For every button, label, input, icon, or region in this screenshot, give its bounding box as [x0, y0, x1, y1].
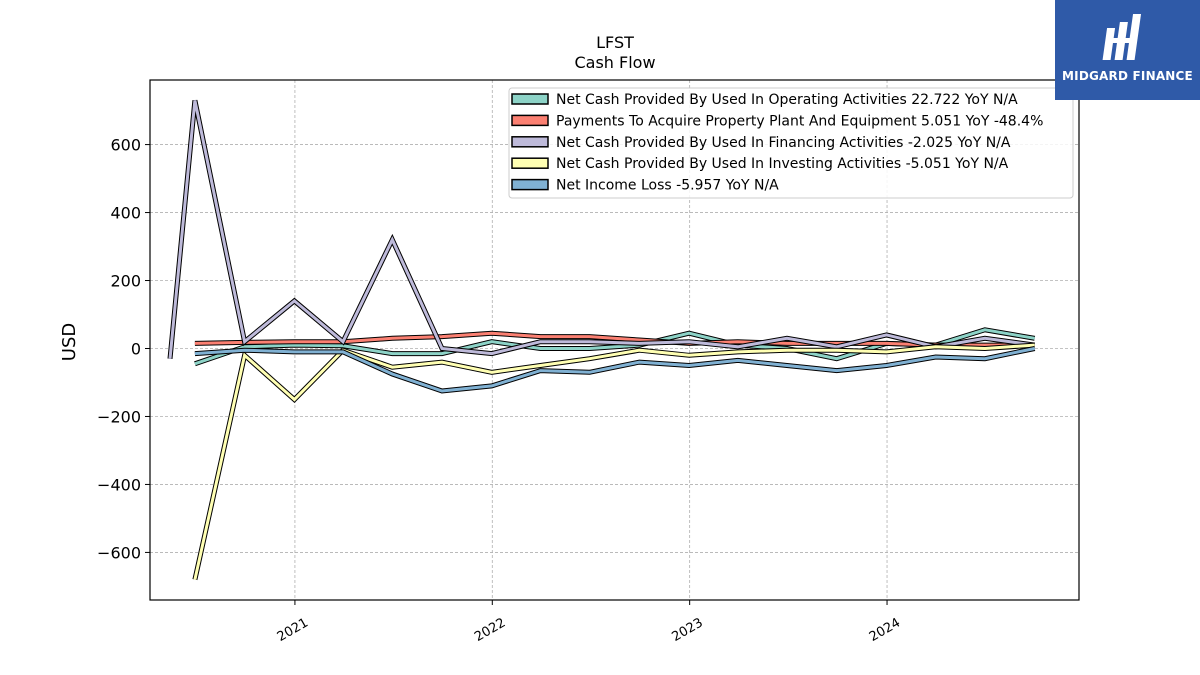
- series-line-0: [194, 328, 1035, 366]
- logo-text: MIDGARD FINANCE: [1062, 69, 1193, 83]
- y-tick-label: 400: [110, 204, 141, 223]
- y-tick-label: −600: [97, 543, 141, 562]
- chart-subtitle: Cash Flow: [574, 53, 655, 72]
- legend-frame: [508, 87, 1074, 199]
- y-tick-label: 0: [131, 339, 141, 358]
- plot-frame: [149, 79, 1080, 601]
- series-lines: [167, 99, 1036, 581]
- legend: Net Cash Provided By Used In Operating A…: [508, 87, 1074, 199]
- legend-entry-2: Net Cash Provided By Used In Financing A…: [556, 135, 1011, 151]
- chart-title: LFST: [596, 33, 634, 52]
- series-line-3: [193, 343, 1035, 580]
- x-axis-ticks: 2021 2022 2023 2024: [275, 600, 903, 645]
- x-tick-label: 2024: [867, 615, 903, 645]
- series-line-2: [168, 100, 1035, 359]
- logo-mark-icon: [1102, 14, 1142, 60]
- legend-entry-1: Payments To Acquire Property Plant And E…: [556, 113, 1043, 129]
- legend-entry-4: Net Income Loss -5.957 YoY N/A: [556, 178, 779, 194]
- midgard-finance-logo: MIDGARD FINANCE: [1055, 0, 1200, 100]
- series-line-4: [194, 347, 1036, 393]
- x-tick-label: 2021: [275, 615, 311, 645]
- legend-swatch-4: [511, 178, 549, 191]
- legend-swatch-1: [511, 114, 549, 127]
- legend-swatch-2: [511, 136, 549, 148]
- y-tick-label: 200: [110, 272, 141, 291]
- y-tick-label: −200: [97, 407, 141, 426]
- legend-entry-0: Net Cash Provided By Used In Operating A…: [556, 92, 1018, 108]
- legend-entry-3: Net Cash Provided By Used In Investing A…: [556, 156, 1009, 172]
- y-tick-label: 600: [110, 136, 141, 155]
- series-line-1: [194, 331, 1035, 347]
- series-outline-3: [192, 342, 1035, 581]
- x-tick-label: 2023: [670, 615, 706, 645]
- legend-swatch-3: [511, 157, 549, 169]
- x-tick-label: 2022: [472, 615, 508, 645]
- legend-swatch-0: [511, 93, 549, 105]
- y-axis-ticks: 600 400 200 0 −200 −400 −600: [97, 136, 150, 562]
- y-axis-label: USD: [59, 323, 80, 361]
- y-tick-label: −400: [97, 475, 141, 494]
